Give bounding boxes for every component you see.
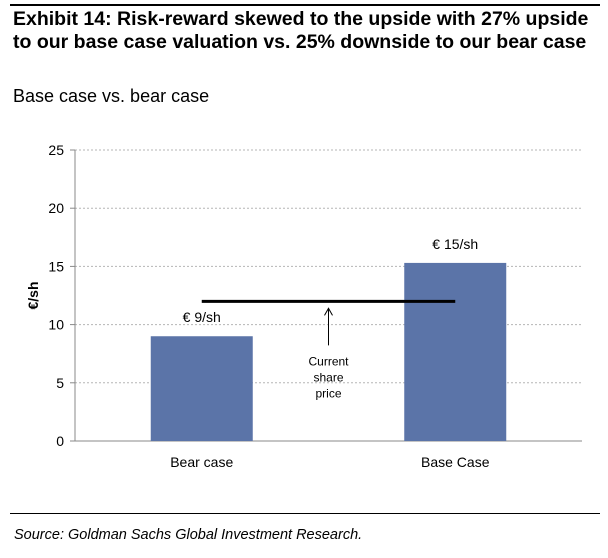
annotation-label: share — [313, 370, 343, 384]
annotation-arrowhead — [324, 307, 333, 316]
source-note: Source: Goldman Sachs Global Investment … — [14, 527, 363, 543]
bar-base-case — [404, 262, 507, 441]
bars: € 9/sh € 15/sh — [150, 236, 507, 441]
y-tick-label: 10 — [48, 317, 64, 333]
y-axis-ticks: 0 5 10 15 20 25 — [48, 142, 75, 449]
bottom-rule — [10, 513, 600, 514]
y-tick-label: 15 — [48, 258, 64, 274]
exhibit-title: Exhibit 14: Risk-reward skewed to the up… — [13, 8, 589, 53]
annotation-label: price — [315, 386, 341, 400]
chart-subtitle: Base case vs. bear case — [13, 86, 210, 106]
y-tick-label: 5 — [56, 375, 64, 391]
y-axis-label: €/sh — [25, 281, 41, 309]
bar-value-label: € 15/sh — [432, 236, 478, 252]
y-tick-label: 20 — [48, 200, 64, 216]
x-tick-label: Base Case — [421, 454, 490, 470]
current-share-price-marker: Current share price — [201, 299, 456, 400]
annotation-label: Current — [308, 354, 349, 368]
y-tick-label: 0 — [56, 433, 64, 449]
bar-value-label: € 9/sh — [183, 309, 221, 325]
x-axis-labels: Bear case Base Case — [170, 454, 489, 470]
bar-bear-case — [150, 336, 253, 441]
top-rule — [10, 4, 600, 6]
x-tick-label: Bear case — [170, 454, 233, 470]
y-tick-label: 25 — [48, 142, 64, 158]
